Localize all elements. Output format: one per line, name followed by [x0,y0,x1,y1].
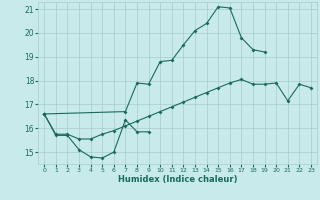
X-axis label: Humidex (Indice chaleur): Humidex (Indice chaleur) [118,175,237,184]
